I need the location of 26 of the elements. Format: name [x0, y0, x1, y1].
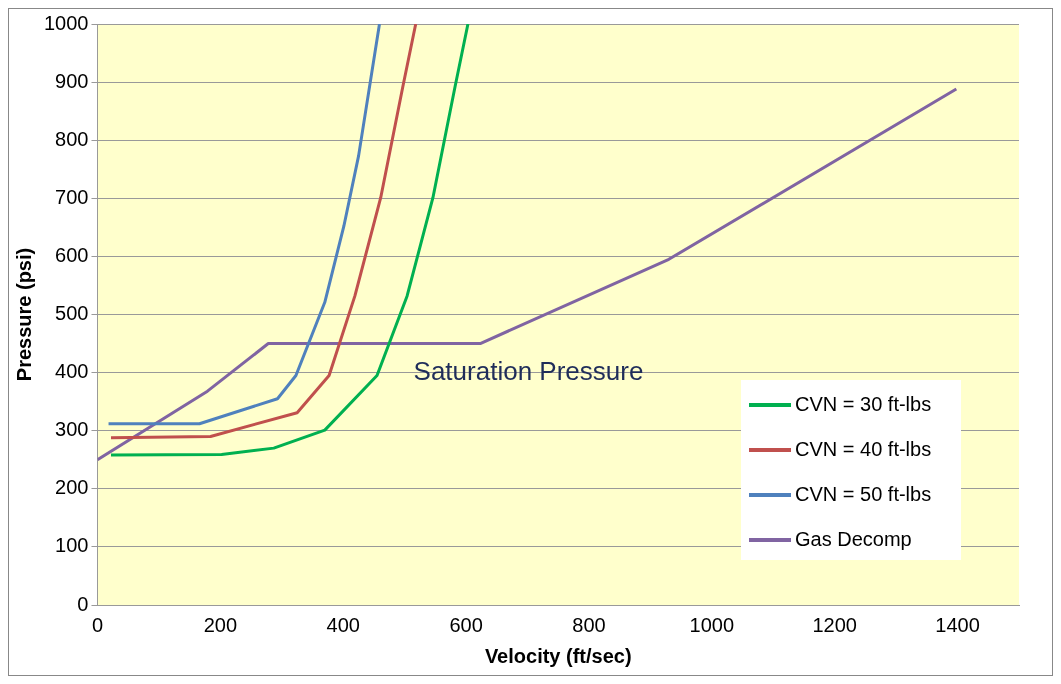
y-tick-label: 1000	[43, 11, 89, 34]
y-tick-label: 400	[55, 360, 89, 383]
y-axis-title: Pressure (psi)	[12, 247, 35, 382]
annotation: Saturation Pressure	[413, 355, 644, 386]
y-tick-label: 700	[55, 185, 89, 208]
x-tick-label: 800	[572, 613, 606, 636]
x-axis-title: Velocity (ft/sec)	[484, 644, 632, 667]
x-tick-label: 400	[326, 613, 360, 636]
x-tick-label: 1200	[812, 613, 857, 636]
x-tick-label: 1400	[935, 613, 980, 636]
legend-label: Gas Decomp	[795, 527, 912, 550]
y-tick-label: 300	[55, 418, 89, 441]
x-tick-label: 600	[449, 613, 483, 636]
y-tick-label: 900	[55, 69, 89, 92]
legend-label: CVN = 50 ft-lbs	[795, 482, 932, 505]
y-tick-label: 800	[55, 127, 89, 150]
legend-label: CVN = 30 ft-lbs	[795, 392, 932, 415]
legend-label: CVN = 40 ft-lbs	[795, 437, 932, 460]
y-tick-label: 600	[55, 243, 89, 266]
x-tick-label: 0	[91, 613, 104, 636]
x-tick-label: 200	[203, 613, 238, 636]
y-tick-label: 0	[77, 592, 89, 615]
y-tick-label: 500	[55, 302, 89, 325]
y-tick-label: 100	[55, 534, 89, 557]
y-tick-label: 200	[55, 476, 89, 499]
x-tick-label: 1000	[689, 613, 735, 636]
